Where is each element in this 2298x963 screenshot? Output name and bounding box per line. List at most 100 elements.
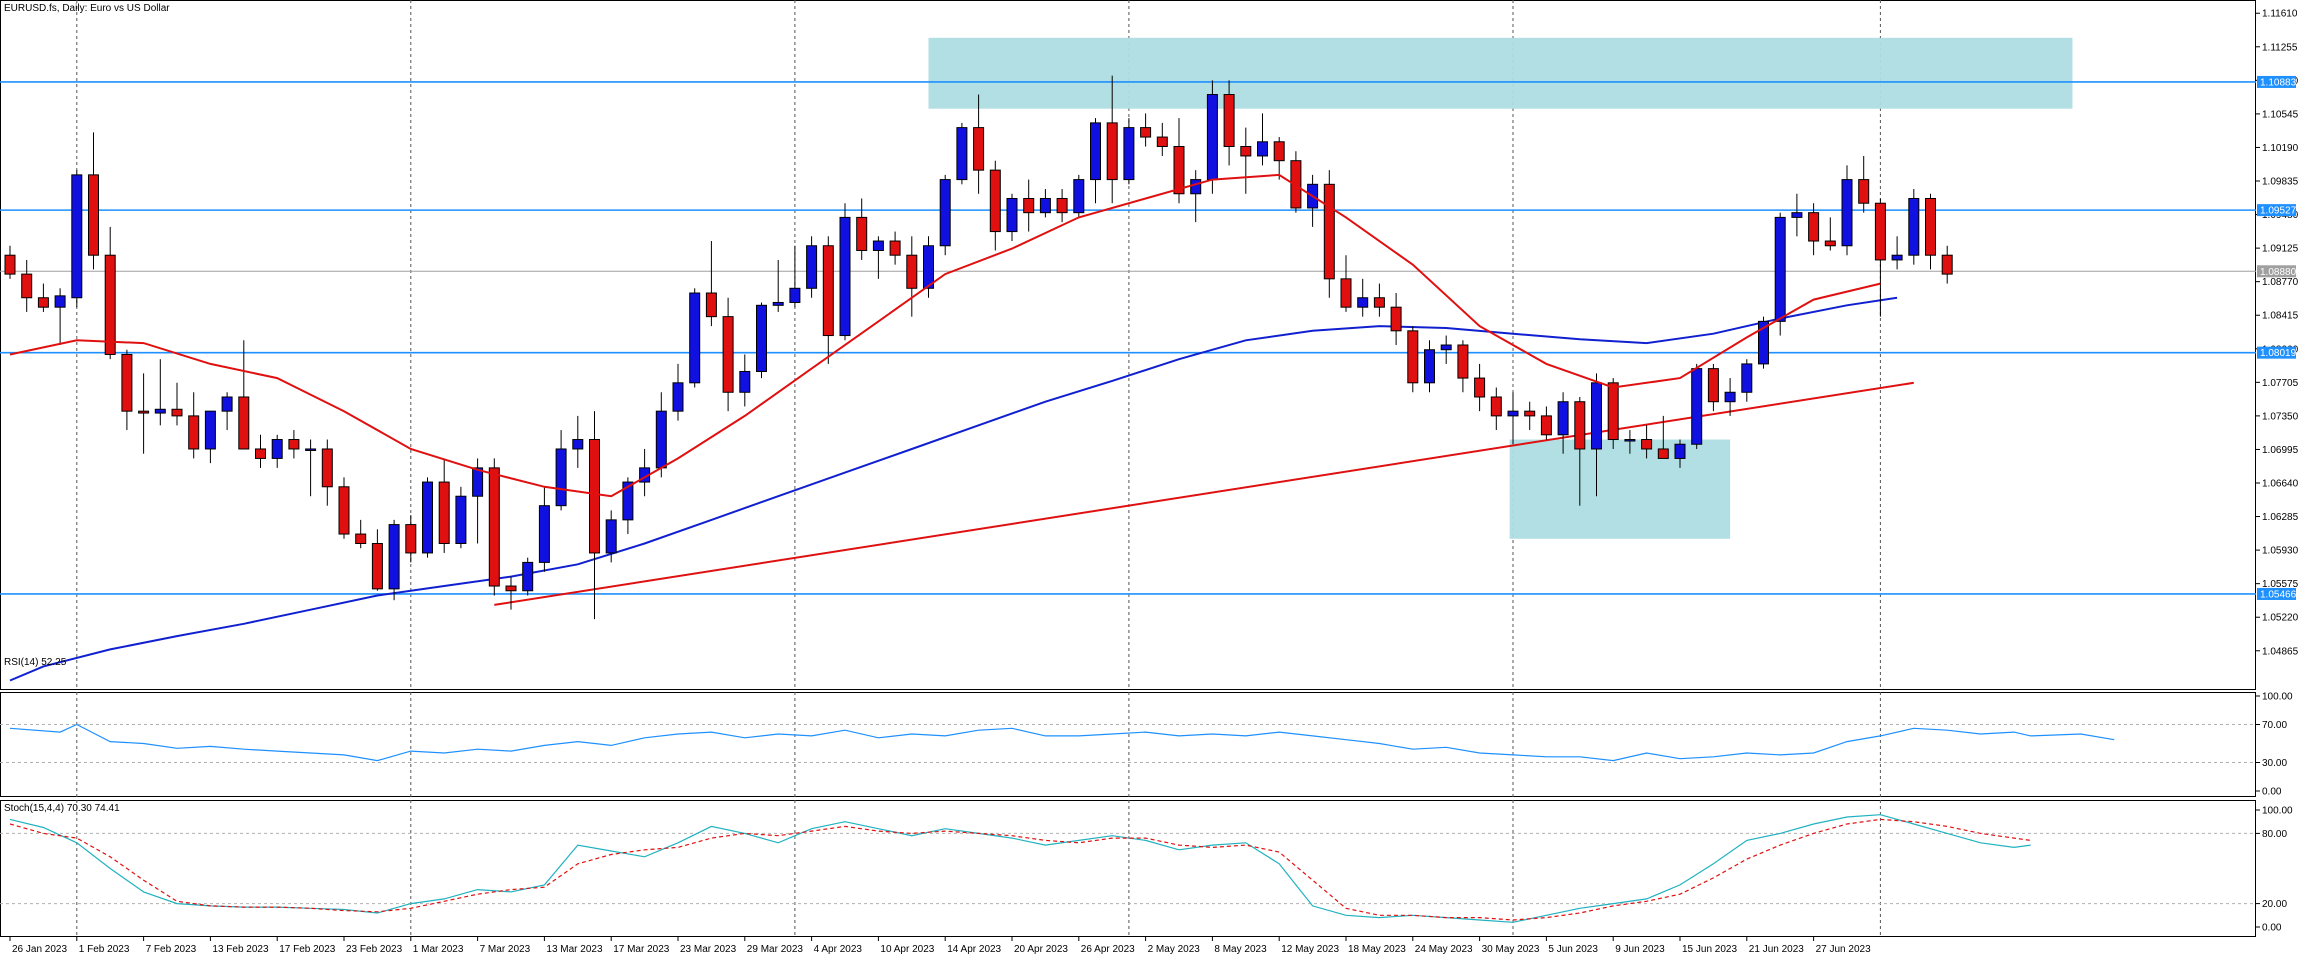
- candle[interactable]: [589, 411, 600, 620]
- candle[interactable]: [1357, 278, 1369, 317]
- candle[interactable]: [255, 434, 266, 468]
- candle[interactable]: [689, 288, 701, 388]
- candle[interactable]: [121, 349, 133, 431]
- candle[interactable]: [1090, 118, 1101, 204]
- candle[interactable]: [906, 236, 918, 317]
- candle[interactable]: [705, 241, 717, 327]
- candle[interactable]: [171, 382, 183, 426]
- candle[interactable]: [1925, 193, 1936, 270]
- candle[interactable]: [21, 259, 33, 312]
- candle[interactable]: [956, 122, 968, 185]
- candle[interactable]: [355, 519, 367, 549]
- candle[interactable]: [1774, 212, 1786, 336]
- candle[interactable]: [872, 236, 884, 279]
- candle[interactable]: [138, 373, 150, 454]
- candle[interactable]: [856, 198, 868, 260]
- candle[interactable]: [4, 245, 16, 279]
- candle[interactable]: [605, 510, 617, 563]
- candle[interactable]: [388, 519, 400, 601]
- candle[interactable]: [1474, 363, 1486, 412]
- candle[interactable]: [1507, 392, 1519, 445]
- candle[interactable]: [772, 259, 784, 312]
- candle[interactable]: [1123, 118, 1135, 185]
- candle[interactable]: [188, 392, 200, 459]
- candle[interactable]: [505, 576, 517, 610]
- candle[interactable]: [1874, 198, 1886, 317]
- candle[interactable]: [1023, 179, 1035, 232]
- candle[interactable]: [1641, 425, 1653, 459]
- candle[interactable]: [822, 236, 834, 364]
- candle[interactable]: [923, 236, 934, 298]
- candle[interactable]: [989, 160, 1001, 251]
- candle[interactable]: [1691, 363, 1703, 449]
- supply-demand-zone[interactable]: [928, 37, 2073, 109]
- candle[interactable]: [1490, 387, 1502, 431]
- candle[interactable]: [1707, 363, 1719, 412]
- candle[interactable]: [338, 477, 350, 539]
- candle[interactable]: [1039, 189, 1051, 218]
- candle[interactable]: [839, 203, 851, 341]
- candle[interactable]: [371, 529, 383, 591]
- candle[interactable]: [405, 515, 417, 563]
- candle[interactable]: [1106, 75, 1118, 204]
- candle[interactable]: [555, 430, 567, 511]
- candle[interactable]: [1891, 236, 1903, 270]
- candle[interactable]: [154, 359, 166, 426]
- candle[interactable]: [288, 430, 300, 459]
- candle[interactable]: [1557, 392, 1569, 454]
- candle[interactable]: [1240, 127, 1252, 194]
- candle[interactable]: [973, 94, 985, 194]
- candle[interactable]: [88, 132, 99, 270]
- candle[interactable]: [1791, 193, 1803, 237]
- candle[interactable]: [1457, 340, 1469, 393]
- candle[interactable]: [1206, 80, 1218, 194]
- candle[interactable]: [1373, 283, 1385, 317]
- candle[interactable]: [488, 458, 500, 596]
- candle[interactable]: [271, 434, 283, 468]
- candle[interactable]: [104, 226, 116, 360]
- candle[interactable]: [538, 486, 550, 572]
- candle[interactable]: [1290, 151, 1302, 213]
- candle[interactable]: [672, 363, 684, 421]
- candle[interactable]: [1724, 378, 1736, 416]
- candle[interactable]: [522, 557, 534, 596]
- candle[interactable]: [472, 458, 484, 544]
- candle[interactable]: [1908, 189, 1920, 265]
- candle[interactable]: [1674, 439, 1686, 468]
- candle[interactable]: [1574, 396, 1586, 506]
- candle[interactable]: [71, 170, 83, 308]
- candle[interactable]: [1140, 113, 1152, 147]
- candle[interactable]: [1407, 326, 1419, 393]
- candle[interactable]: [1424, 340, 1435, 393]
- candle[interactable]: [455, 486, 467, 549]
- candle[interactable]: [1006, 193, 1018, 242]
- candle[interactable]: [1841, 165, 1853, 256]
- candle[interactable]: [1156, 122, 1168, 156]
- candle[interactable]: [204, 410, 216, 464]
- candle[interactable]: [1607, 378, 1619, 449]
- candle[interactable]: [889, 231, 901, 265]
- candle[interactable]: [422, 477, 433, 558]
- candle[interactable]: [572, 415, 584, 468]
- candle[interactable]: [1223, 80, 1235, 166]
- candle[interactable]: [1440, 335, 1452, 364]
- stochastic-pane[interactable]: 100.00 80.00 20.00 0.00: [0, 800, 2293, 937]
- candle[interactable]: [1858, 155, 1870, 213]
- candle[interactable]: [939, 174, 951, 256]
- candle[interactable]: [1056, 189, 1068, 223]
- candle[interactable]: [1758, 316, 1769, 369]
- main-price-pane[interactable]: 1.116101.112551.109001.105451.101901.098…: [0, 0, 2298, 690]
- candle[interactable]: [1824, 217, 1836, 251]
- candle[interactable]: [1340, 255, 1352, 312]
- candle[interactable]: [1941, 245, 1953, 284]
- candle[interactable]: [1073, 174, 1085, 218]
- candle[interactable]: [1741, 359, 1753, 402]
- candle[interactable]: [722, 297, 734, 412]
- candle[interactable]: [1390, 293, 1402, 345]
- candle[interactable]: [1624, 430, 1636, 454]
- candle[interactable]: [789, 245, 801, 308]
- candle[interactable]: [1808, 203, 1820, 256]
- candle[interactable]: [1524, 401, 1536, 431]
